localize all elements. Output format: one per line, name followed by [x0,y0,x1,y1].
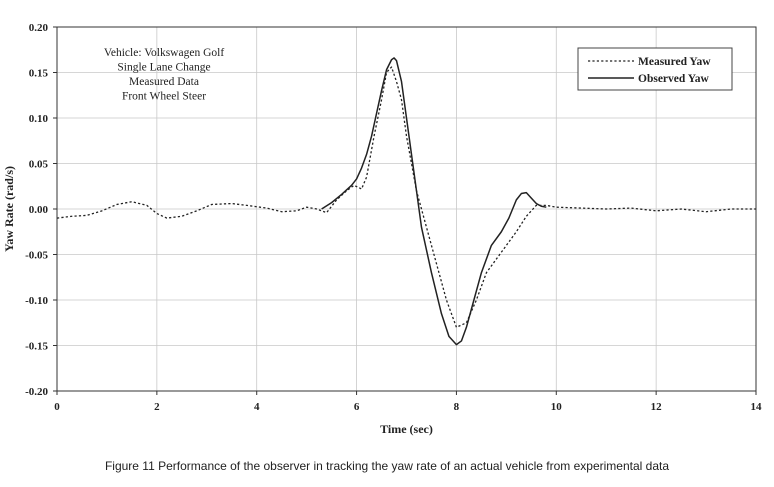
annotation-line-maneuver: Single Lane Change [117,62,210,74]
annotation-box: Vehicle: Volkswagen Golf Single Lane Cha… [104,47,224,103]
series-line-observed-yaw [321,57,547,346]
x-axis-title: Time (sec) [380,422,433,436]
series-lines [56,57,756,346]
y-tick-label: 0.05 [29,159,49,171]
y-tick-label: 0.20 [29,22,49,34]
figure-caption: Figure 11 Performance of the observer in… [104,459,670,473]
annotation-line-datatype: Measured Data [129,76,199,88]
y-tick-label: 0.15 [29,68,49,80]
axis-ticks: 0.20 0.15 0.10 0.05 0.00 -0.05 -0.10 -0.15 -0.20… [25,22,762,413]
y-tick-label: -0.10 [25,295,48,307]
x-tick-label: 12 [651,401,663,413]
x-tick-label: 10 [551,401,563,413]
y-tick-label: 0.10 [29,113,49,125]
annotation-line-steer: Front Wheel Steer [122,91,206,103]
y-tick-label: -0.05 [25,250,48,262]
annotation-line-vehicle: Vehicle: Volkswagen Golf [104,47,224,59]
series-line-measured-yaw [56,66,756,328]
x-tick-label: 14 [751,401,763,413]
legend-box [577,47,733,91]
legend-label-measured-yaw: Measured Yaw [638,56,711,68]
legend-label-observed-yaw: Observed Yaw [638,73,710,85]
y-tick-label: 0.00 [29,204,49,216]
x-tick-label: 0 [54,401,60,413]
legend: Measured Yaw Observed Yaw [577,47,733,91]
y-axis-title: Yaw Rate (rad/s) [2,166,16,252]
x-tick-label: 6 [354,401,360,413]
x-tick-label: 4 [254,401,260,413]
x-tick-label: 8 [454,401,460,413]
x-tick-label: 2 [154,401,160,413]
y-tick-label: -0.15 [25,341,48,353]
grid [56,26,757,392]
y-tick-label: -0.20 [25,386,48,398]
